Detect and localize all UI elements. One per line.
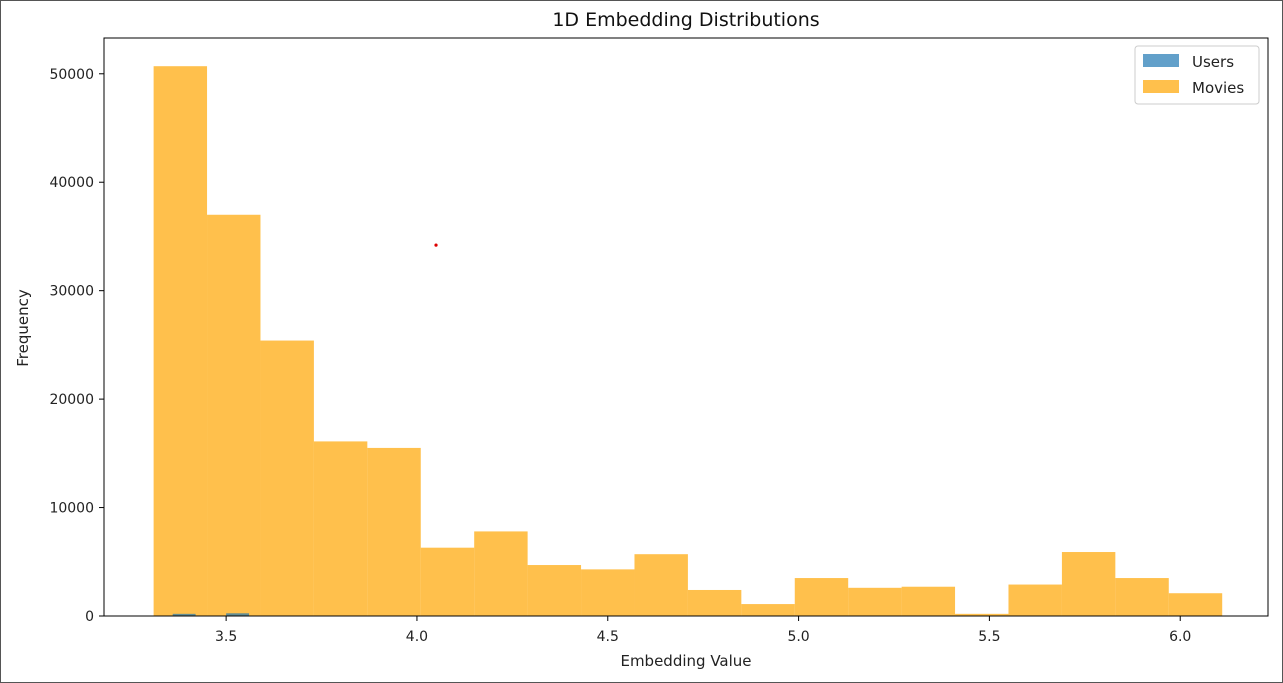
legend: Users Movies bbox=[1134, 45, 1260, 105]
movies-bar bbox=[1168, 593, 1223, 616]
legend-swatch-movies bbox=[1143, 80, 1179, 93]
y-axis-ticks: 0 10000 20000 30000 40000 50000 bbox=[49, 67, 104, 625]
movies-bar bbox=[367, 447, 421, 616]
x-axis-label: Embedding Value bbox=[620, 652, 751, 670]
movies-bar bbox=[741, 604, 795, 616]
users-bar bbox=[226, 613, 250, 616]
x-tick-label: 4.5 bbox=[597, 629, 619, 645]
movies-bar bbox=[527, 565, 582, 616]
movies-bar bbox=[474, 531, 528, 616]
y-tick-label: 30000 bbox=[49, 284, 94, 300]
users-bars bbox=[172, 613, 250, 616]
plot-area-border bbox=[103, 37, 1269, 617]
movies-bar bbox=[955, 613, 1009, 616]
chart-title: 1D Embedding Distributions bbox=[552, 9, 819, 31]
movies-bar bbox=[794, 578, 849, 616]
movies-bars bbox=[153, 66, 1223, 616]
movies-bar bbox=[260, 340, 314, 616]
movies-bar bbox=[1115, 578, 1169, 616]
x-tick-label: 5.0 bbox=[787, 629, 809, 645]
x-axis-ticks: 3.5 4.0 4.5 5.0 5.5 6.0 bbox=[215, 616, 1191, 645]
legend-swatch-users bbox=[1143, 54, 1179, 67]
x-tick-label: 4.0 bbox=[406, 629, 428, 645]
y-tick-label: 10000 bbox=[49, 501, 94, 517]
movies-bar bbox=[581, 569, 635, 616]
movies-bar bbox=[848, 587, 902, 616]
legend-label-movies: Movies bbox=[1192, 79, 1244, 97]
movies-bar bbox=[1008, 584, 1062, 616]
movies-bar bbox=[207, 214, 261, 616]
y-axis-label: Frequency bbox=[14, 289, 32, 367]
movies-bar bbox=[153, 66, 208, 616]
annotation-marker bbox=[434, 243, 438, 247]
y-tick-label: 0 bbox=[85, 609, 94, 625]
y-tick-label: 50000 bbox=[49, 67, 94, 83]
movies-bar bbox=[634, 554, 688, 616]
y-tick-label: 20000 bbox=[49, 392, 94, 408]
movies-bar bbox=[1061, 552, 1116, 616]
users-bar bbox=[172, 613, 196, 616]
movies-bar bbox=[313, 441, 368, 616]
x-tick-label: 5.5 bbox=[978, 629, 1000, 645]
annotations bbox=[434, 243, 438, 247]
movies-bar bbox=[901, 586, 956, 616]
y-tick-label: 40000 bbox=[49, 175, 94, 191]
movies-bar bbox=[687, 589, 742, 616]
movies-bar bbox=[420, 547, 475, 616]
x-tick-label: 6.0 bbox=[1169, 629, 1191, 645]
legend-label-users: Users bbox=[1192, 53, 1234, 71]
x-tick-label: 3.5 bbox=[215, 629, 237, 645]
